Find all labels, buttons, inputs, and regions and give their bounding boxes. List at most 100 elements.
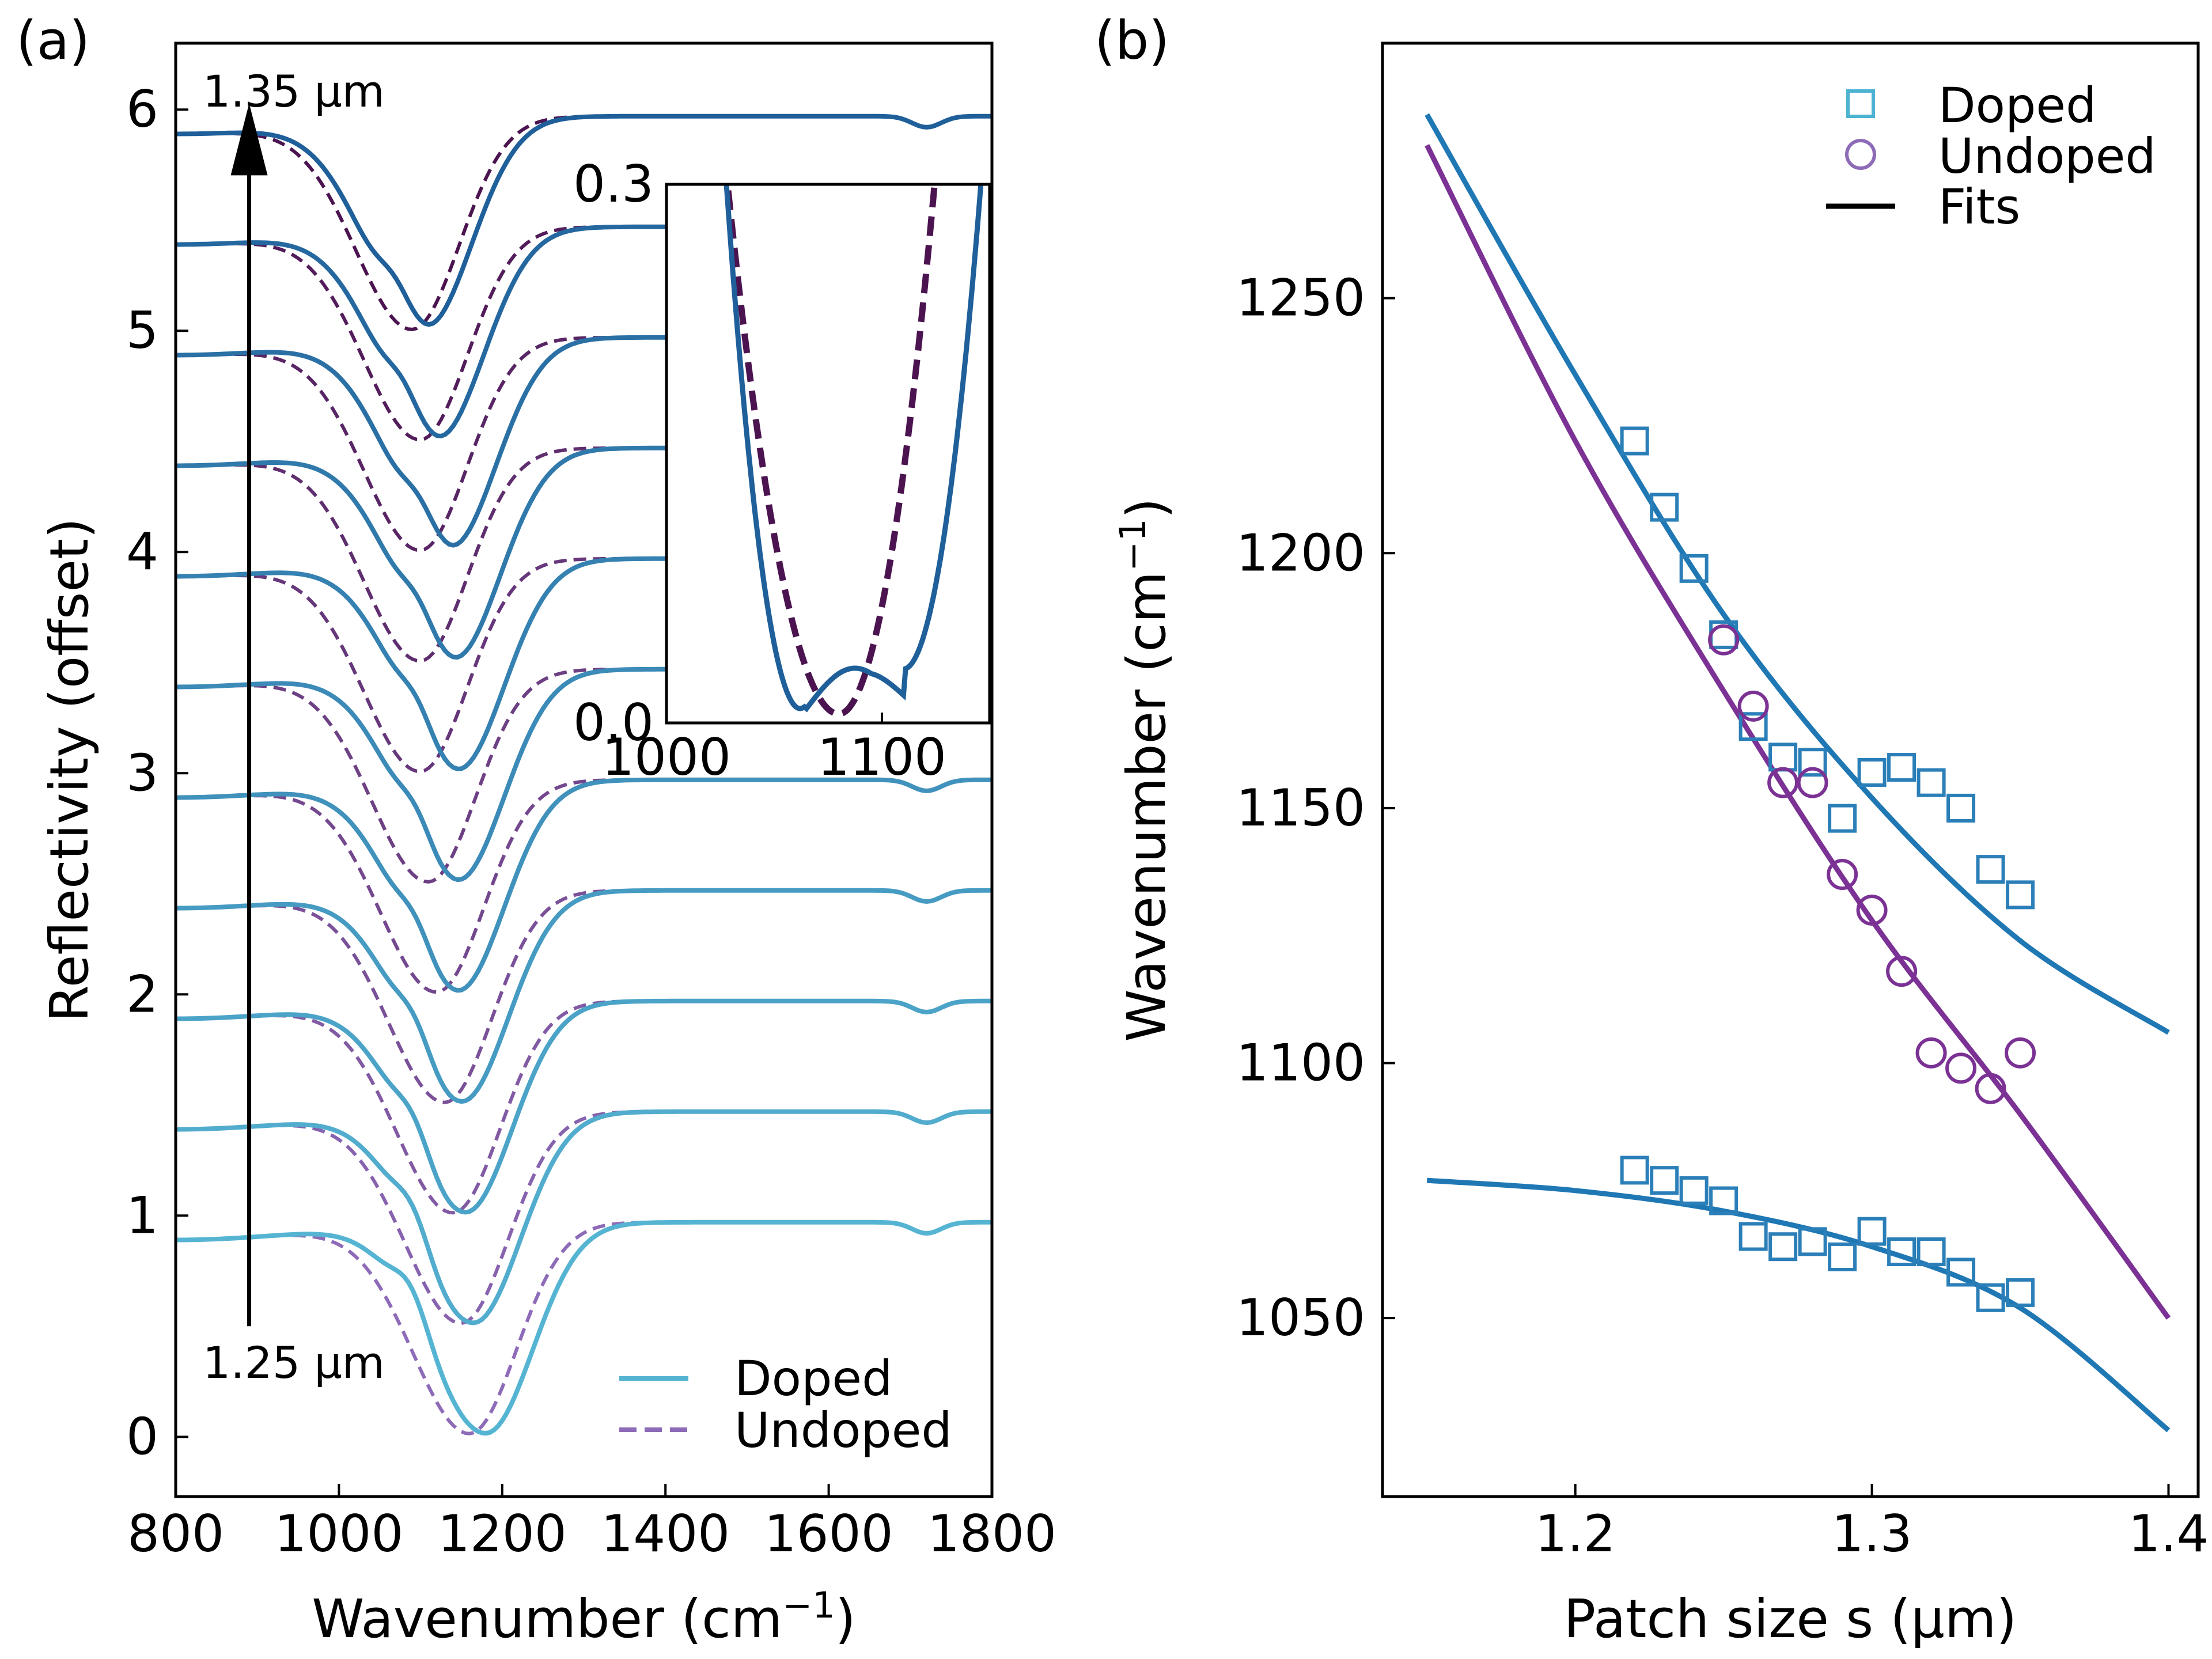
panel-b: (b) 1.2 1.3 1.4 1050 1100 1150 1200 1250 Patch si… — [1094, 10, 2209, 1650]
doped-curve-0 — [176, 1219, 992, 1436]
panel-label: (a) — [16, 10, 90, 71]
undoped-point — [1827, 858, 1858, 890]
panel-a: (a) 800 1000 1200 1400 1600 1800 0 1 2 3 4 5 6 Wavenum… — [16, 10, 1056, 1650]
x-tick-label: 1400 — [601, 1504, 730, 1563]
x-tick-label: 1.3 — [1832, 1504, 1912, 1563]
x-tick-label: 1.2 — [1535, 1504, 1616, 1563]
x-tick-label: 1800 — [927, 1504, 1056, 1563]
doped-point — [2006, 880, 2035, 910]
y-tick-label: 6 — [126, 79, 158, 139]
undoped-curve-1 — [176, 1109, 992, 1325]
inset-y-tick-label: 0.3 — [573, 154, 654, 214]
undoped-point — [1975, 1073, 2006, 1104]
doped-point — [1709, 1186, 1738, 1215]
panel-label: (b) — [1094, 10, 1169, 71]
legend-doped-label: Doped — [1938, 77, 2096, 134]
doped-point — [1620, 426, 1649, 456]
y-tick-label: 1100 — [1236, 1033, 1365, 1093]
doped-point — [1916, 768, 1946, 797]
doped-point — [1679, 554, 1709, 583]
y-tick-label: 1250 — [1236, 268, 1365, 328]
x-tick-label: 1.4 — [2128, 1504, 2209, 1563]
doped-point — [1798, 748, 1827, 777]
x-tick-label: 1600 — [764, 1504, 893, 1563]
inset-x-tick-label: 1000 — [602, 728, 731, 787]
y-tick-label: 4 — [126, 522, 158, 581]
y-tick-label: 5 — [126, 301, 158, 360]
undoped-point — [1708, 624, 1740, 656]
inset-frame — [665, 183, 991, 725]
doped-point — [1976, 1283, 2005, 1312]
doped-curve-4 — [176, 777, 992, 993]
x-tick-label: 1200 — [438, 1504, 567, 1563]
size-arrow-head — [230, 103, 268, 176]
doped-point — [2006, 1278, 2035, 1307]
inset-doped-curve — [724, 184, 984, 713]
y-axis-label: Reflectivity (offset) — [39, 518, 100, 1022]
doped-point — [1738, 712, 1768, 741]
doped-curve-2 — [176, 998, 992, 1215]
x-tick-label: 1000 — [274, 1504, 403, 1563]
doped-point — [1976, 855, 2005, 884]
undoped-point — [2005, 1037, 2036, 1069]
legend-undoped-marker — [1845, 139, 1876, 170]
undoped-curve-2 — [176, 999, 992, 1215]
y-tick-label: 3 — [126, 743, 158, 802]
doped-point — [1857, 757, 1887, 787]
doped-point — [1679, 1176, 1709, 1205]
y-tick-label: 1050 — [1236, 1288, 1365, 1347]
inset: 1000 1100 0.0 0.3 — [573, 154, 991, 787]
y-tick-label: 2 — [126, 964, 158, 1024]
inset-background — [666, 184, 990, 723]
y-tick-label: 1150 — [1236, 778, 1365, 838]
legend-undoped-label: Undoped — [1938, 128, 2156, 184]
legend-fits-label: Fits — [1938, 179, 2020, 235]
doped-point — [1946, 1257, 1976, 1287]
doped-point — [1857, 1217, 1887, 1246]
doped-point — [1887, 1237, 1916, 1267]
fit-undoped-line — [1425, 144, 2171, 1320]
y-tick-label: 1200 — [1236, 523, 1365, 582]
x-axis-label: Wavenumber (cm−1) — [312, 1584, 855, 1650]
undoped-point — [1915, 1037, 1947, 1069]
undoped-point — [1737, 690, 1769, 722]
x-tick-label: 800 — [127, 1504, 224, 1563]
x-axis-label: Patch size s (μm) — [1564, 1588, 2017, 1650]
undoped-curve-3 — [176, 888, 992, 1104]
inset-x-tick-label: 1100 — [817, 728, 946, 787]
plot-frame — [174, 41, 994, 1498]
inset-undoped-curve — [724, 184, 938, 717]
legend-doped-label: Doped — [734, 1350, 892, 1407]
doped-point — [1620, 1156, 1649, 1185]
doped-point — [1738, 1222, 1768, 1251]
doped-point — [1828, 1242, 1857, 1271]
y-axis-label: Wavenumber (cm−1) — [1112, 498, 1177, 1041]
doped-point — [1650, 493, 1679, 522]
undoped-curve-4 — [176, 778, 992, 994]
doped-curve-3 — [176, 888, 992, 1104]
legend-undoped-label: Undoped — [734, 1402, 952, 1459]
doped-curve-1 — [176, 1109, 992, 1325]
undoped-point — [1886, 956, 1918, 987]
doped-point — [1828, 804, 1857, 833]
y-tick-label: 1 — [126, 1185, 158, 1245]
legend-doped-marker — [1846, 89, 1875, 118]
doped-point — [1768, 1232, 1798, 1262]
arrow-label-bottom: 1.25 μm — [203, 1337, 385, 1388]
doped-point — [1768, 743, 1798, 772]
inset-y-tick-label: 0.0 — [573, 693, 654, 752]
doped-point — [1946, 793, 1976, 823]
undoped-point — [1945, 1052, 1977, 1084]
doped-point — [1650, 1166, 1679, 1195]
undoped-point — [1767, 767, 1799, 798]
fit-doped-lower-line — [1426, 1177, 2171, 1433]
doped-point — [1916, 1237, 1946, 1267]
arrow-label-top: 1.35 μm — [203, 66, 385, 117]
y-tick-label: 0 — [126, 1407, 158, 1466]
undoped-point — [1856, 894, 1888, 926]
fit-doped-upper-line — [1425, 113, 2170, 1035]
doped-curve-10 — [176, 113, 992, 327]
